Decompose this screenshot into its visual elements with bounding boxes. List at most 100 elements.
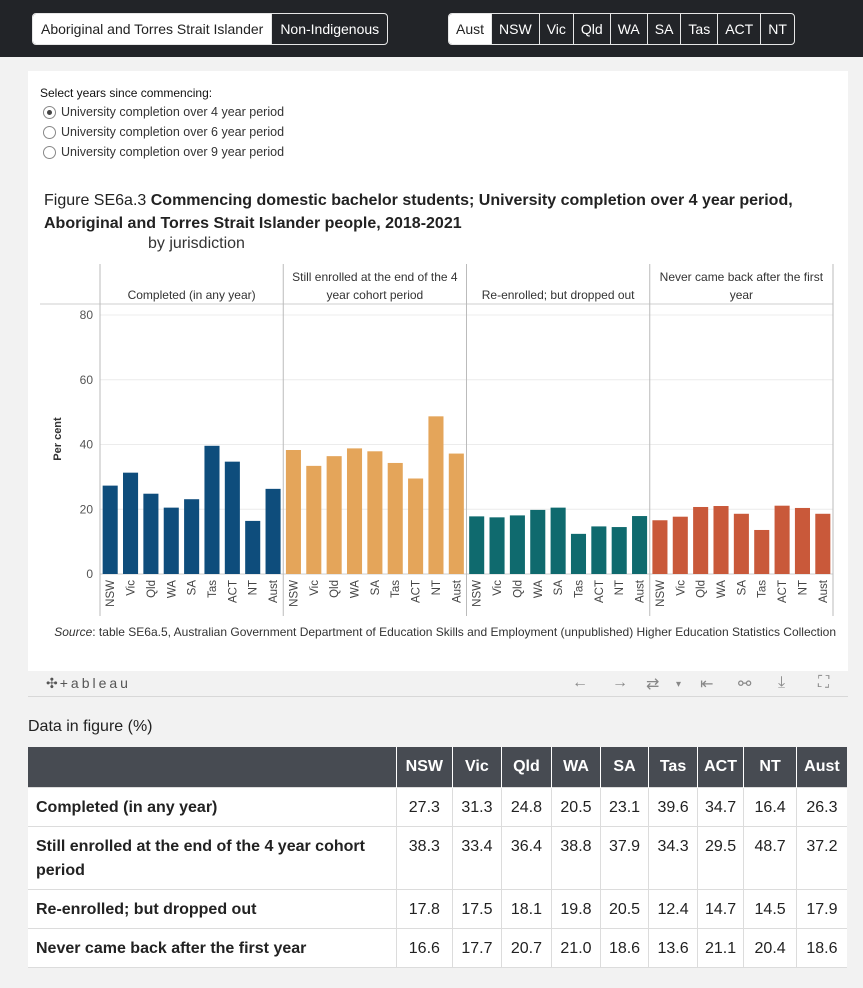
bar-still-enrolled-at-the-end-of-the-4-year-cohort-period-tas — [387, 462, 403, 574]
bar-never-came-back-after-the-first-year-qld — [693, 506, 709, 574]
figure-title-text: Commencing domestic bachelor students; U… — [44, 192, 793, 232]
table-cell: 29.5 — [696, 825, 744, 889]
x-tick-label: Tas — [573, 580, 585, 598]
bar-re-enrolled-but-dropped-out-aust — [632, 516, 648, 574]
table-row: Completed (in any year) 27.3 31.3 24.8 20.5 2… — [28, 786, 847, 826]
x-tick-label: Aust — [635, 579, 647, 603]
population-option-non-indigenous[interactable]: Non-Indigenous — [271, 14, 387, 44]
bar-re-enrolled-but-dropped-out-nsw — [469, 516, 485, 574]
years-option-4-year[interactable]: University completion over 4 year period — [43, 105, 284, 119]
table-cell: 31.3 — [452, 786, 502, 826]
bar-completed-in-any-year-act — [224, 461, 240, 574]
x-tick-label: ACT — [594, 580, 606, 603]
bar-still-enrolled-at-the-end-of-the-4-year-cohort-period-vic — [306, 465, 322, 574]
x-tick-label: Vic — [675, 580, 687, 596]
column-header-nt: NT — [743, 747, 797, 787]
figure-source: Source: table SE6a.5, Australian Governm… — [46, 623, 836, 641]
data-table-header-row: NSW Vic Qld WA SA Tas ACT NT Aust — [28, 747, 847, 787]
bar-completed-in-any-year-aust — [265, 488, 281, 574]
source-text: : table SE6a.5, Australian Government De… — [92, 625, 836, 639]
table-cell: 16.6 — [395, 927, 453, 968]
population-option-aboriginal-and-torres-strait-islander[interactable]: Aboriginal and Torres Strait Islander — [33, 14, 272, 44]
jurisdiction-option-nsw[interactable]: NSW — [491, 14, 539, 44]
x-tick-label: NT — [431, 580, 443, 595]
panel-header-still-enrolled-at-the-end-of-the-4-year-cohort-period: year cohort period — [327, 288, 424, 302]
bar-completed-in-any-year-sa — [184, 499, 200, 574]
x-tick-label: Vic — [126, 580, 138, 596]
x-tick-label: NSW — [472, 580, 484, 607]
panel-header-still-enrolled-at-the-end-of-the-4-year-cohort-period: Still enrolled at the end of the 4 — [292, 270, 458, 284]
fullscreen-icon[interactable]: ⛶ — [818, 674, 830, 691]
table-cell: 38.3 — [395, 825, 453, 889]
undo-icon[interactable]: ← — [572, 674, 588, 691]
bar-completed-in-any-year-vic — [123, 472, 139, 574]
radio-button[interactable] — [43, 145, 56, 159]
x-tick-label: Tas — [757, 580, 769, 598]
column-header-qld: Qld — [500, 747, 552, 787]
y-tick-label: 80 — [80, 308, 94, 322]
bar-still-enrolled-at-the-end-of-the-4-year-cohort-period-nt — [428, 416, 444, 574]
radio-button[interactable] — [43, 125, 56, 139]
years-option-9-year[interactable]: University completion over 9 year period — [43, 145, 284, 159]
jurisdiction-option-vic[interactable]: Vic — [538, 14, 573, 44]
x-tick-label: Tas — [390, 580, 402, 598]
table-cell: 20.7 — [500, 927, 552, 968]
x-tick-label: Vic — [309, 580, 321, 596]
download-icon[interactable]: ⤓ — [778, 674, 786, 691]
tableau-viz: Select years since commencing: Universit… — [28, 71, 848, 671]
row-label: Never came back after the first year — [28, 927, 397, 968]
table-cell: 20.4 — [743, 927, 797, 968]
table-cell: 24.8 — [500, 786, 552, 826]
data-table: NSW Vic Qld WA SA Tas ACT NT Aust Completed (in … — [28, 747, 847, 968]
x-tick-label: NT — [248, 580, 260, 595]
table-row: Re-enrolled; but dropped out 17.8 17.5 18.1… — [28, 888, 847, 928]
tableau-logo[interactable]: ✣ +ableau — [46, 675, 131, 692]
bar-never-came-back-after-the-first-year-nsw — [652, 520, 668, 574]
table-cell: 34.3 — [648, 825, 698, 889]
table-cell: 48.7 — [743, 825, 797, 889]
column-header-aust: Aust — [795, 747, 847, 787]
x-tick-label: NT — [614, 580, 626, 595]
jurisdiction-option-sa[interactable]: SA — [646, 14, 681, 44]
jurisdiction-option-act[interactable]: ACT — [717, 14, 760, 44]
jurisdiction-option-qld[interactable]: Qld — [572, 14, 610, 44]
years-option-6-year[interactable]: University completion over 6 year period — [43, 125, 284, 139]
x-tick-label: SA — [187, 580, 199, 596]
bar-completed-in-any-year-tas — [204, 445, 220, 574]
column-header-vic: Vic — [452, 747, 502, 787]
bar-chart: 0 20 40 60 80 Per cent Completed (in any year)… — [40, 264, 834, 616]
column-header-nsw: NSW — [395, 747, 453, 787]
revert-icon[interactable]: ⇄ — [646, 676, 660, 693]
x-tick-label: ACT — [777, 580, 789, 603]
column-header-sa: SA — [599, 747, 649, 787]
jurisdiction-option-nt[interactable]: NT — [760, 14, 794, 44]
radio-label: University completion over 9 year period — [61, 145, 285, 159]
bar-still-enrolled-at-the-end-of-the-4-year-cohort-period-nsw — [285, 450, 301, 574]
jurisdiction-option-tas[interactable]: Tas — [680, 14, 717, 44]
radio-label: University completion over 4 year period — [61, 105, 285, 119]
radio-button[interactable] — [43, 105, 56, 119]
share-icon[interactable]: ⚯ — [738, 676, 752, 693]
x-tick-label: Qld — [696, 580, 708, 598]
source-label: Source — [54, 625, 93, 639]
table-cell: 17.5 — [452, 888, 502, 928]
table-cell: 26.3 — [795, 786, 847, 826]
revert-dropdown-icon[interactable]: ▾ — [676, 679, 682, 690]
table-cell: 16.4 — [743, 786, 797, 826]
table-cell: 36.4 — [500, 825, 552, 889]
x-tick-label: Tas — [207, 580, 219, 598]
x-tick-label: WA — [533, 580, 545, 598]
bar-re-enrolled-but-dropped-out-qld — [509, 515, 525, 574]
table-cell: 37.2 — [795, 825, 847, 889]
bar-never-came-back-after-the-first-year-tas — [754, 529, 770, 574]
column-header-act: ACT — [696, 747, 744, 787]
row-label: Completed (in any year) — [28, 786, 397, 826]
population-selector: Aboriginal and Torres Strait Islander Non… — [32, 13, 389, 45]
jurisdiction-option-aust[interactable]: Aust — [449, 14, 492, 44]
bar-never-came-back-after-the-first-year-nt — [794, 507, 810, 574]
y-tick-label: 60 — [80, 373, 94, 387]
table-corner — [28, 747, 397, 787]
pause-icon[interactable]: ⇤ — [700, 676, 714, 693]
jurisdiction-option-wa[interactable]: WA — [609, 14, 647, 44]
redo-icon[interactable]: → — [612, 674, 628, 691]
